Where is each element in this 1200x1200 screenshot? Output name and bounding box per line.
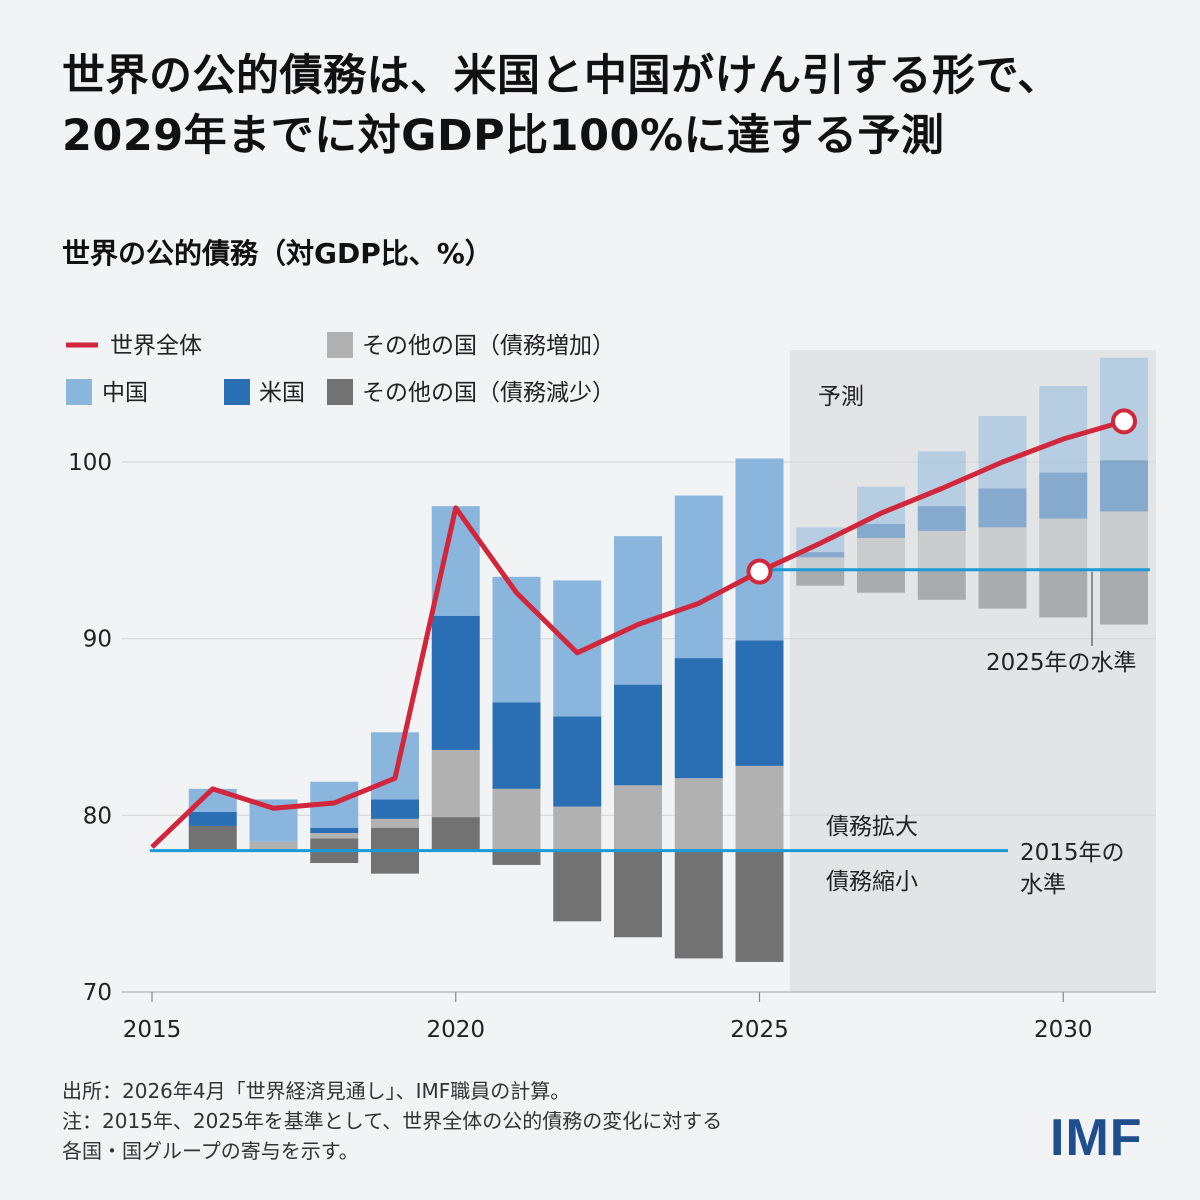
debt-shrink-label: 債務縮小	[826, 869, 918, 895]
hist-bar-us-2021	[492, 702, 541, 789]
forecast-bar-others-increase-2027	[857, 537, 905, 570]
chart-title: 世界の公的債務（対GDP比、%）	[62, 237, 493, 270]
world-series-line	[150, 418, 1125, 849]
forecast-bar-us-2030	[1039, 472, 1088, 519]
x-tick-label-2015: 2015	[123, 1017, 182, 1043]
hist-bar-others-decrease-below-2019	[371, 850, 419, 874]
y-tick-label-80: 80	[83, 803, 112, 829]
forecast-bar-others-decrease-2030	[1039, 569, 1088, 618]
legend-others-increase-swatch	[327, 332, 353, 358]
forecast-bar-others-decrease-2027	[857, 569, 905, 593]
hist-bar-us-2019	[371, 799, 419, 819]
legend-others-increase-label: その他の国（債務増加）	[362, 333, 615, 359]
forecast-bar-us-2031	[1100, 460, 1148, 512]
forecast-bar-others-increase-2028	[917, 530, 966, 570]
hist-bar-others-decrease-2016	[188, 825, 237, 851]
hist-bar-others-increase-2023	[614, 785, 662, 851]
hist-bar-us-2016	[188, 811, 237, 826]
hist-bar-others-decrease-2023	[614, 850, 662, 938]
level-2025-label: 2025年の水準	[986, 650, 1137, 676]
world-marker-2025	[746, 558, 773, 585]
hist-bar-china-2025	[735, 458, 784, 641]
legend-china-label: 中国	[102, 380, 148, 406]
legend-china-swatch	[66, 379, 92, 405]
legend-others-decrease-label: その他の国（債務減少）	[362, 380, 615, 406]
forecast-bar-china-2030	[1039, 386, 1088, 473]
legend-us-swatch	[224, 379, 250, 405]
hist-bar-us-2024	[674, 658, 723, 779]
forecast-bar-others-decrease-2026	[796, 569, 845, 586]
note-line2: 各国・国グループの寄与を示す。	[62, 1139, 359, 1163]
forecast-bar-others-increase-2030	[1039, 518, 1088, 570]
forecast-bar-us-2027	[857, 523, 905, 538]
legend-world-label: 世界全体	[110, 333, 202, 359]
hist-bar-others-increase-2024	[674, 778, 723, 851]
hist-bar-others-decrease-2024	[674, 850, 723, 959]
hist-bar-others-increase-2022	[553, 806, 602, 851]
hist-bar-others-decrease-2025	[735, 850, 784, 962]
headline: 世界の公的債務は、米国と中国がけん引する形で、 2029年までに対GDP比100…	[62, 46, 1172, 166]
x-tick-label-2020: 2020	[426, 1017, 485, 1043]
forecast-bar-china-2029	[978, 416, 1027, 489]
level-2015-label-line2: 水準	[1020, 872, 1066, 898]
hist-bar-others-increase-2020	[431, 749, 480, 818]
hist-bar-others-increase-2025	[735, 765, 784, 851]
y-tick-label-70: 70	[83, 980, 112, 1006]
forecast-bar-others-increase-2026	[796, 557, 845, 570]
hist-bar-china-2023	[614, 536, 662, 685]
hist-bar-others-decrease-2018	[310, 838, 359, 851]
legend-others-decrease-swatch	[327, 379, 353, 405]
forecast-region	[789, 350, 1156, 992]
hist-bar-china-2024	[674, 495, 723, 659]
source-note: 出所：2026年4月「世界経済見通し」、IMF職員の計算。	[62, 1079, 571, 1103]
hist-bar-us-2025	[735, 640, 784, 766]
debt-expand-label: 債務拡大	[826, 814, 918, 840]
forecast-bar-others-increase-2031	[1100, 511, 1148, 570]
footer: 出所：2026年4月「世界経済見通し」、IMF職員の計算。 注：2015年、20…	[62, 1076, 962, 1166]
hist-bar-china-2021	[492, 576, 541, 703]
imf-logo: IMF	[1050, 1109, 1143, 1167]
hist-bar-others-increase-2019	[371, 818, 419, 828]
hist-bar-others-decrease-2022	[553, 850, 602, 922]
hist-bar-us-2023	[614, 684, 662, 786]
note-line1: 注：2015年、2025年を基準として、世界全体の公的債務の変化に対する	[62, 1109, 723, 1133]
forecast-bar-us-2028	[917, 506, 966, 531]
y-tick-label-90: 90	[83, 627, 112, 653]
forecast-label: 予測	[818, 384, 864, 410]
hist-bar-china-2020	[431, 506, 480, 616]
headline-line2: 2029年までに対GDP比100%に達する予測	[62, 111, 945, 161]
legend-us-label: 米国	[259, 380, 305, 406]
hist-bar-others-decrease-below-2018	[310, 850, 359, 864]
hist-bar-others-increase-2018	[310, 833, 359, 839]
world-marker-2031	[1111, 408, 1137, 435]
hist-bar-china-2019	[371, 732, 419, 800]
forecast-bar-us-2029	[978, 488, 1027, 528]
forecast-bar-us-2026	[796, 552, 845, 558]
forecast-bar-others-decrease-2028	[917, 569, 966, 600]
hist-bar-others-decrease-2020	[431, 817, 480, 851]
hist-bar-others-decrease-2019	[371, 827, 419, 851]
level-2015-label-line1: 2015年の	[1020, 840, 1125, 866]
forecast-bar-others-increase-2029	[978, 527, 1027, 570]
hist-bar-china-2022	[553, 580, 602, 717]
x-tick-label-2030: 2030	[1034, 1017, 1093, 1043]
y-tick-label-100: 100	[68, 450, 112, 476]
hist-bar-us-2022	[553, 716, 602, 807]
hist-bar-others-increase-2021	[492, 788, 541, 851]
forecast-bar-others-decrease-2031	[1100, 569, 1148, 625]
forecast-bar-others-decrease-2029	[978, 569, 1027, 609]
hist-bar-us-2020	[431, 615, 480, 750]
hist-bar-others-decrease-below-2021	[492, 850, 541, 865]
hist-bar-us-2018	[310, 827, 359, 833]
hist-bar-others-increase-2017	[249, 841, 298, 851]
headline-line1: 世界の公的債務は、米国と中国がけん引する形で、	[62, 51, 1061, 101]
x-tick-label-2025: 2025	[730, 1017, 789, 1043]
